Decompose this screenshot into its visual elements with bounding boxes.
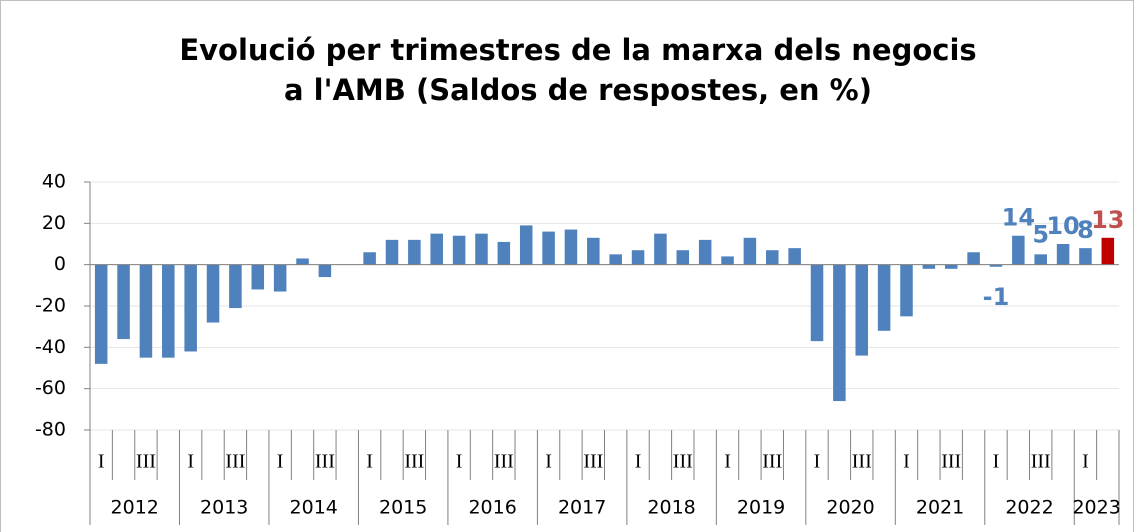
bar [229, 264, 242, 309]
bar [743, 237, 757, 265]
bar [564, 229, 578, 265]
bar [363, 252, 376, 265]
year-label: 2023 [1072, 497, 1120, 519]
x-tick-label: I [814, 451, 821, 473]
bar [1056, 244, 1070, 265]
x-tick-label: III [404, 451, 424, 473]
x-tick-label: I [635, 451, 642, 473]
x-tick-label: III [583, 451, 603, 473]
x-tick-label: III [136, 451, 156, 473]
bar [430, 233, 443, 265]
bar [452, 235, 466, 265]
year-label: 2016 [468, 497, 516, 519]
data-label: 10 [1046, 212, 1079, 240]
year-label: 2022 [1005, 497, 1053, 519]
year-label: 2015 [379, 497, 427, 519]
year-label: 2019 [737, 497, 785, 519]
bar [855, 264, 869, 356]
bar [94, 264, 108, 364]
bar [184, 264, 197, 352]
bar [810, 264, 824, 342]
year-label: 2012 [111, 497, 159, 519]
year-label: 2013 [200, 497, 248, 519]
y-tick-label: -60 [35, 377, 66, 399]
bar [1012, 235, 1025, 265]
bar [251, 264, 265, 290]
bar [1079, 248, 1092, 265]
year-label: 2021 [916, 497, 964, 519]
bar [587, 237, 600, 265]
bar [698, 239, 712, 265]
bar [721, 256, 734, 265]
bar [162, 264, 175, 358]
bar [117, 264, 130, 340]
bar [542, 231, 555, 265]
x-tick-label: III [941, 451, 961, 473]
y-tick-label: -40 [35, 336, 66, 358]
y-tick-label: 20 [42, 212, 66, 234]
x-tick-label: III [494, 451, 514, 473]
bar [676, 250, 690, 265]
bar [877, 264, 891, 331]
x-tick-label: III [315, 451, 335, 473]
bar [408, 239, 421, 265]
bar [273, 264, 287, 292]
bar [385, 239, 399, 265]
y-tick-label: 40 [42, 171, 66, 193]
year-label: 2014 [290, 497, 338, 519]
x-tick-label: III [225, 451, 245, 473]
x-tick-label: III [673, 451, 693, 473]
bar [1101, 237, 1115, 265]
x-tick-label: I [993, 451, 1000, 473]
x-tick-label: I [98, 451, 105, 473]
x-tick-label: III [762, 451, 782, 473]
bar [318, 264, 332, 278]
x-tick-label: I [545, 451, 552, 473]
year-label: 2018 [647, 497, 695, 519]
bar [654, 233, 667, 265]
x-tick-label: III [852, 451, 872, 473]
year-label: 2020 [826, 497, 874, 519]
data-label: 13 [1091, 206, 1124, 234]
year-label: 2017 [558, 497, 606, 519]
y-tick-label: -80 [35, 419, 66, 441]
bar [519, 225, 533, 265]
x-tick-label: I [277, 451, 284, 473]
x-tick-label: I [187, 451, 194, 473]
data-label: 5 [1032, 220, 1049, 248]
data-label: 8 [1077, 216, 1094, 244]
x-tick-label: I [456, 451, 463, 473]
x-tick-label: I [903, 451, 910, 473]
y-tick-label: -20 [35, 295, 66, 317]
bar [788, 248, 801, 265]
chart-title: Evolució per trimestres de la marxa dels… [179, 33, 976, 67]
bar [766, 250, 779, 265]
bar [206, 264, 220, 323]
bar [497, 241, 511, 265]
bar [1034, 254, 1047, 265]
x-tick-label: I [1082, 451, 1089, 473]
bar [944, 264, 958, 269]
y-tick-label: 0 [54, 253, 66, 275]
bar [475, 233, 488, 265]
bar [833, 264, 846, 402]
bar [967, 252, 980, 265]
chart-title: a l'AMB (Saldos de respostes, en %) [284, 73, 872, 107]
bar [989, 264, 1003, 267]
bar [139, 264, 153, 358]
bar [631, 250, 645, 265]
x-tick-label: I [366, 451, 373, 473]
bar [296, 258, 309, 265]
bar [609, 254, 622, 265]
data-label: -1 [983, 283, 1010, 311]
data-label: 14 [1002, 204, 1035, 232]
bar [900, 264, 913, 317]
x-tick-label: I [724, 451, 731, 473]
bar [922, 264, 936, 269]
x-tick-label: III [1031, 451, 1051, 473]
